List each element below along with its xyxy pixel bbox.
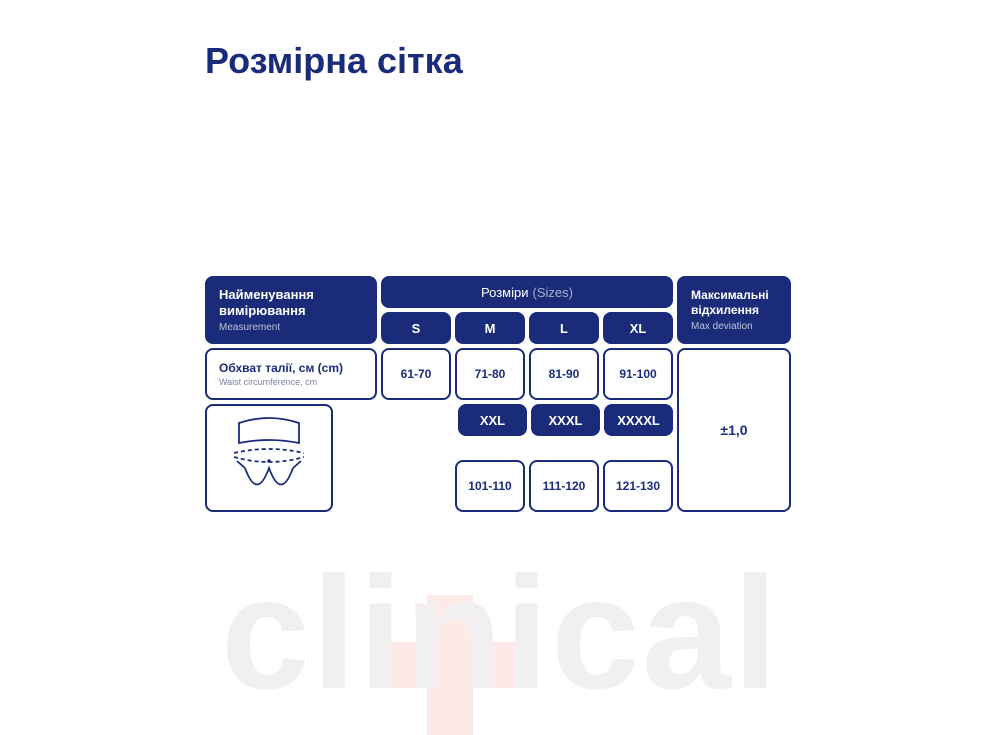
size-label-xxl: XXL (458, 404, 527, 436)
header-measurement: Найменування вимірювання Measurement (205, 276, 377, 344)
page-title: Розмірна сітка (205, 40, 463, 82)
header-sizes-en: (Sizes) (533, 285, 573, 300)
body-row: Обхват талії, см (cm) Waist circumferenc… (205, 348, 795, 512)
header-deviation-en: Max deviation (691, 321, 777, 332)
measurement-label-uk: Обхват талії, см (cm) (219, 361, 363, 375)
size-label-xl: XL (603, 312, 673, 344)
header-measurement-en: Measurement (219, 322, 363, 333)
watermark-text: clinical (221, 541, 780, 725)
size-label-xxxxl: XXXXL (604, 404, 673, 436)
measurement-label: Обхват талії, см (cm) Waist circumferenc… (205, 348, 377, 400)
size-labels-row-2: XXL XXXL XXXXL (381, 404, 673, 456)
deviation-value: ±1,0 (677, 348, 791, 512)
value-xl: 91-100 (603, 348, 673, 400)
value-s: 61-70 (381, 348, 451, 400)
size-labels-row-1: S M L XL (381, 312, 673, 344)
size-label-xxxl: XXXL (531, 404, 600, 436)
measurement-column: Обхват талії, см (cm) Waist circumferenc… (205, 348, 377, 512)
header-sizes: Розміри (Sizes) S M L XL (381, 276, 673, 344)
values-column: 61-70 71-80 81-90 91-100 XXL XXXL XXXXL … (381, 348, 673, 512)
header-deviation: Максимальні відхилення Max deviation (677, 276, 791, 344)
size-label-l: L (529, 312, 599, 344)
values-row-1: 61-70 71-80 81-90 91-100 (381, 348, 673, 400)
value-xxxxl: 121-130 (603, 460, 673, 512)
waist-diagram (205, 404, 333, 512)
header-sizes-uk: Розміри (481, 285, 528, 300)
value-m: 71-80 (455, 348, 525, 400)
header-deviation-uk: Максимальні відхилення (691, 288, 777, 317)
header-sizes-title: Розміри (Sizes) (381, 276, 673, 308)
size-chart: Найменування вимірювання Measurement Роз… (205, 276, 795, 512)
value-xxxl: 111-120 (529, 460, 599, 512)
header-row: Найменування вимірювання Measurement Роз… (205, 276, 795, 344)
waist-icon (219, 413, 319, 503)
value-l: 81-90 (529, 348, 599, 400)
values-row-2: 101-110 111-120 121-130 (381, 460, 673, 512)
header-measurement-uk: Найменування вимірювання (219, 287, 363, 318)
value-xxl: 101-110 (455, 460, 525, 512)
size-label-m: M (455, 312, 525, 344)
size-label-s: S (381, 312, 451, 344)
measurement-label-en: Waist circumference, cm (219, 377, 363, 387)
